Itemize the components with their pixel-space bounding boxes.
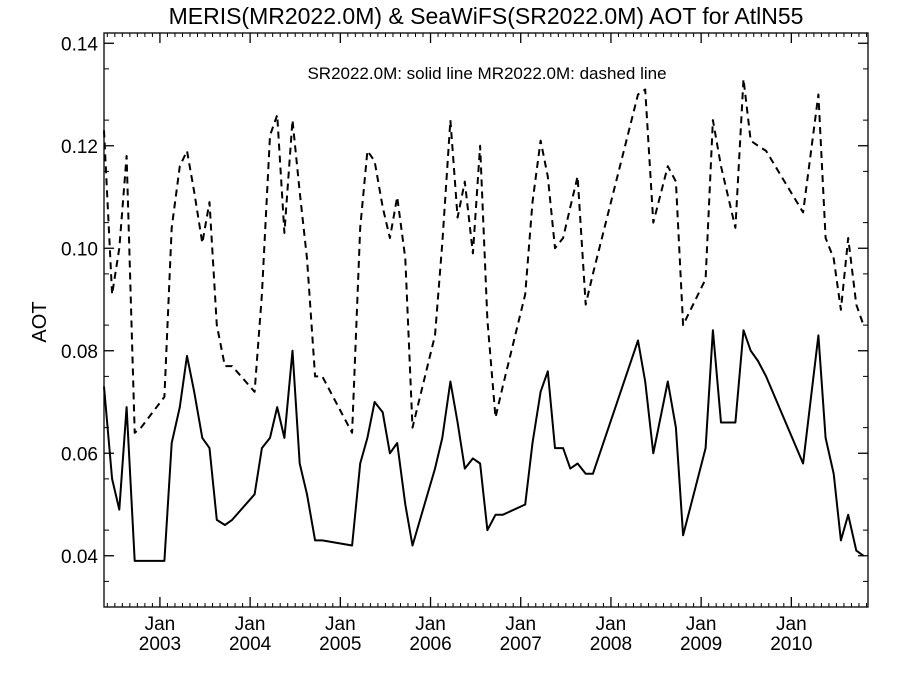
x-tick-year-label: 2009	[680, 634, 722, 655]
y-tick-label: 0.12	[61, 137, 98, 158]
y-tick-label: 0.10	[61, 239, 98, 260]
line-style-note: SR2022.0M: solid line MR2022.0M: dashed …	[307, 64, 666, 83]
x-tick-month-label: Jan	[686, 614, 717, 635]
x-tick-year-label: 2003	[139, 634, 181, 655]
series-sr2022-solid-line	[103, 329, 865, 562]
x-tick-year-label: 2010	[770, 634, 812, 655]
chart-title: MERIS(MR2022.0M) & SeaWiFS(SR2022.0M) AO…	[169, 3, 804, 29]
axis-ticks: 0.040.060.080.100.120.14Jan2003Jan2004Ja…	[61, 33, 868, 655]
series-mr2022-dashed-line	[103, 78, 865, 434]
x-tick-month-label: Jan	[505, 614, 536, 635]
x-tick-month-label: Jan	[596, 614, 627, 635]
x-tick-month-label: Jan	[325, 614, 356, 635]
y-axis-label: AOT	[29, 301, 51, 342]
x-tick-year-label: 2008	[590, 634, 632, 655]
x-tick-year-label: 2004	[229, 634, 272, 655]
plot-frame	[103, 32, 869, 608]
x-tick-month-label: Jan	[235, 614, 266, 635]
y-tick-label: 0.08	[61, 342, 98, 363]
x-tick-month-label: Jan	[145, 614, 176, 635]
y-tick-label: 0.06	[61, 444, 98, 465]
x-tick-month-label: Jan	[415, 614, 446, 635]
y-tick-label: 0.14	[61, 34, 98, 55]
y-tick-label: 0.04	[61, 547, 98, 568]
x-tick-year-label: 2005	[319, 634, 361, 655]
x-tick-year-label: 2007	[500, 634, 542, 655]
data-series	[103, 78, 865, 562]
x-tick-month-label: Jan	[776, 614, 807, 635]
x-tick-year-label: 2006	[409, 634, 451, 655]
